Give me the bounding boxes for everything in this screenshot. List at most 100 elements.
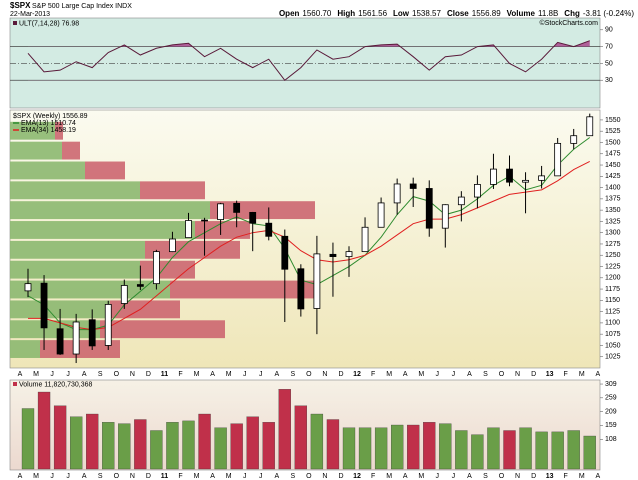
x-tick-label: A [467,371,472,378]
x-tick-label: F [371,371,375,378]
y-tick-label: 108 [605,436,617,443]
x-tick-label: J [66,371,70,378]
volume-bar [519,427,532,470]
x-tick-label: N [130,473,135,480]
candle-body [249,211,257,224]
candle-body [72,321,80,355]
vbp-down [210,201,315,220]
x-tick-label: S [98,473,103,480]
x-tick-label: O [499,473,505,480]
candle-body [217,203,225,221]
quote-label: High [337,9,355,18]
x-tick-label: A [595,473,600,480]
x-tick-label: F [564,473,568,480]
x-tick-label: D [338,371,343,378]
volume-bar [198,413,211,470]
candle-body [104,304,112,346]
quote-value: 1561.56 [358,9,387,18]
x-tick-label: O [306,371,312,378]
vbp-up [10,181,140,200]
volume-bar [134,419,147,470]
x-tick-label: A [595,371,600,378]
candle-body [361,226,369,253]
x-tick-label: J [50,371,54,378]
candle-body [281,235,289,270]
x-tick-label: M [579,473,585,480]
y-tick-label: 1200 [605,275,621,282]
x-tick-label: J [452,473,456,480]
candle-body [136,284,144,287]
x-tick-label: J [243,371,247,378]
y-tick-label: 1125 [605,308,620,315]
x-tick-label: 11 [161,473,169,480]
y-tick-label: 1450 [605,162,621,169]
x-tick-label: J [259,371,263,378]
y-tick-label: 1425 [605,173,621,180]
vbp-up [10,260,140,279]
index-name: S&P 500 Large Cap Index INDX [32,3,132,10]
y-tick-label: 259 [605,395,617,402]
x-tick-label: F [564,371,568,378]
x-tick-label: M [33,371,39,378]
vbp-up [10,340,40,358]
x-tick-label: M [418,473,424,480]
volume-bar [423,422,436,470]
candle-body [120,285,128,304]
vbp-up [10,280,170,299]
candle-body [409,183,417,189]
volume-bar [21,408,35,470]
volume-bar [583,435,596,470]
x-tick-label: N [130,371,135,378]
x-tick-label: M [579,371,585,378]
quote-label: Volume [507,9,536,18]
quote-label: Low [393,9,410,18]
volume-bar [278,389,291,470]
x-tick-label: O [114,473,120,480]
candle-body [329,253,337,257]
y-tick-label: 1075 [605,331,621,338]
x-tick-label: F [371,473,375,480]
x-tick-label: J [436,371,440,378]
vbp-up [10,161,85,180]
y-tick-label: 70 [605,43,613,50]
candle-body [24,283,32,292]
volume-bar [487,427,500,470]
volume-bar [390,424,404,470]
x-tick-label: 12 [353,371,361,378]
x-tick-label: O [114,371,120,378]
y-tick-label: 309 [605,381,617,388]
legend-label: EMA(13) 1510.74 [21,120,76,127]
vbp-down [62,141,80,160]
x-tick-label: A [403,371,408,378]
x-tick-label: D [338,473,343,480]
candle-body [473,184,481,198]
volume-bar [310,413,324,470]
quote-value: 11.8B [538,9,558,18]
x-tick-label: D [531,371,536,378]
vbp-down [170,280,315,299]
legend-label: Volume 11,820,730,368 [19,381,93,388]
y-tick-label: 1325 [605,218,621,225]
x-tick-label: D [146,473,151,480]
candle-body [185,220,192,239]
volume-bar [407,424,420,470]
x-tick-label: M [226,371,232,378]
quote: Open 1560.70 High 1561.56 Low 1538.57 Close 155… [279,9,634,18]
x-tick-label: 13 [546,473,554,480]
y-tick-label: 1400 [605,184,621,191]
volume-bar [70,416,83,470]
volume-bar [471,434,484,470]
volume-bar [37,391,51,470]
legend-label: ULT(7,14,28) 76.98 [19,20,79,27]
candle-body [56,328,64,355]
candle-body [586,116,594,137]
x-tick-label: O [306,473,312,480]
volume-bar [182,420,195,470]
volume-bar [294,405,308,470]
quote-value: 1538.57 [412,9,441,18]
candle-body [377,202,385,228]
y-tick-label: 1250 [605,252,621,259]
y-tick-label: 1275 [605,241,621,248]
vbp-down [110,300,180,319]
candle-body [425,188,433,229]
